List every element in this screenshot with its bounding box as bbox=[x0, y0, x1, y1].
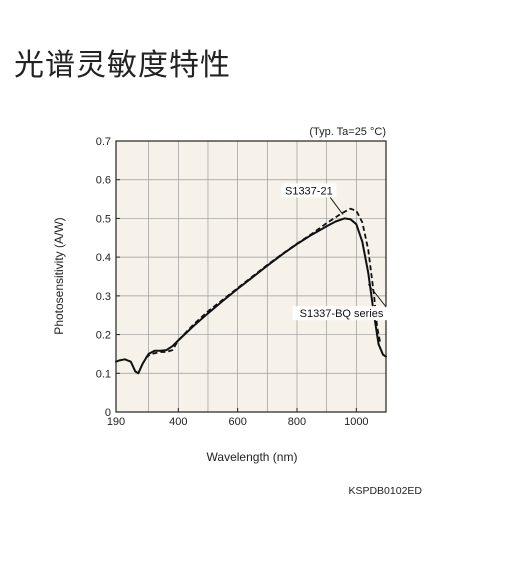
x-tick-label-3: 800 bbox=[288, 416, 306, 428]
x-axis-label: Wavelength (nm) bbox=[207, 450, 298, 464]
y-tick-label-3: 0.3 bbox=[96, 291, 111, 303]
page-title: 光谱灵敏度特性 bbox=[14, 48, 231, 83]
plot-area bbox=[116, 141, 386, 412]
series-leader-line-1 bbox=[329, 197, 344, 215]
x-tick-label-4: 1000 bbox=[344, 416, 368, 428]
y-tick-label-4: 0.4 bbox=[96, 252, 111, 264]
x-tick-label-1: 400 bbox=[169, 416, 187, 428]
series-label-0: S1337-BQ series bbox=[300, 308, 384, 320]
series-label-1: S1337-21 bbox=[285, 185, 333, 197]
figure-code: KSPDB0102ED bbox=[348, 485, 422, 497]
x-tick-label-2: 600 bbox=[228, 416, 246, 428]
x-tick-label-0: 190 bbox=[107, 416, 125, 428]
axis-ticks: 190 400 600 800 1000 0 0.1 0.2 0.3 0.4 0.5 0.6 0.7 bbox=[96, 136, 369, 428]
condition-note: (Typ. Ta=25 °C) bbox=[309, 126, 386, 138]
series-line-0 bbox=[115, 217, 387, 375]
y-tick-label-0: 0 bbox=[105, 407, 111, 419]
series-label-bg-0 bbox=[292, 306, 391, 321]
series-labels: S1337-BQ series S1337-21 bbox=[281, 183, 391, 321]
series-layer bbox=[115, 207, 387, 375]
y-tick-label-1: 0.1 bbox=[96, 368, 111, 380]
y-tick-label-5: 0.5 bbox=[96, 213, 111, 225]
y-tick-label-6: 0.6 bbox=[96, 175, 111, 187]
y-axis-label: Photosensitivity (A/W) bbox=[52, 217, 66, 334]
series-line-1 bbox=[145, 207, 381, 359]
series-label-bg-1 bbox=[281, 183, 337, 198]
y-tick-label-7: 0.7 bbox=[96, 136, 111, 148]
series-leader-line-0 bbox=[367, 283, 387, 308]
y-tick-label-2: 0.2 bbox=[96, 330, 111, 342]
plot-frame bbox=[115, 140, 387, 413]
